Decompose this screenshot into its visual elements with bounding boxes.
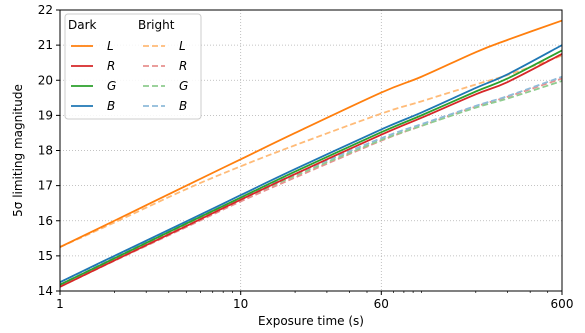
legend-label-bright-l: L xyxy=(179,39,186,53)
series-line-dark-g xyxy=(59,49,563,286)
ticks: 14 15 16 17 18 19 20 21 22 1 10 60 600 xyxy=(38,3,574,311)
legend-heading-bright: Bright xyxy=(138,18,175,32)
x-axis-label: Exposure time (s) xyxy=(258,314,364,328)
legend-box xyxy=(64,13,202,120)
y-tick-label: 15 xyxy=(38,249,53,263)
series-line-bright-b xyxy=(59,75,563,284)
legend-label-dark-r: R xyxy=(107,59,115,73)
legend-label-dark-b: B xyxy=(107,99,115,113)
y-axis-label: 5σ limiting magnitude xyxy=(11,84,25,217)
x-tick-label: 60 xyxy=(374,297,389,311)
legend-label-dark-g: G xyxy=(107,79,116,93)
y-tick-label: 14 xyxy=(38,284,53,298)
series-line-dark-b xyxy=(59,44,563,284)
series-layer xyxy=(59,19,563,288)
series-line-dark-l xyxy=(59,19,563,248)
y-tick-label: 21 xyxy=(38,38,53,52)
y-tick-label: 16 xyxy=(38,214,53,228)
x-tick-label: 10 xyxy=(233,297,248,311)
series-line-dark-r xyxy=(59,53,563,288)
y-tick-label: 17 xyxy=(38,179,53,193)
legend-label-bright-r: R xyxy=(179,59,187,73)
y-tick-label: 18 xyxy=(38,144,53,158)
legend-label-dark-l: L xyxy=(107,39,114,53)
legend-label-bright-b: B xyxy=(179,99,187,113)
legend-heading-dark: Dark xyxy=(68,18,97,32)
series-line-bright-l xyxy=(59,54,563,248)
legend-label-bright-g: G xyxy=(179,79,188,93)
y-tick-label: 22 xyxy=(38,3,53,17)
x-tick-label: 1 xyxy=(56,297,64,311)
y-tick-label: 19 xyxy=(38,108,53,122)
x-tick-label: 600 xyxy=(551,297,574,311)
y-tick-label: 20 xyxy=(38,73,53,87)
